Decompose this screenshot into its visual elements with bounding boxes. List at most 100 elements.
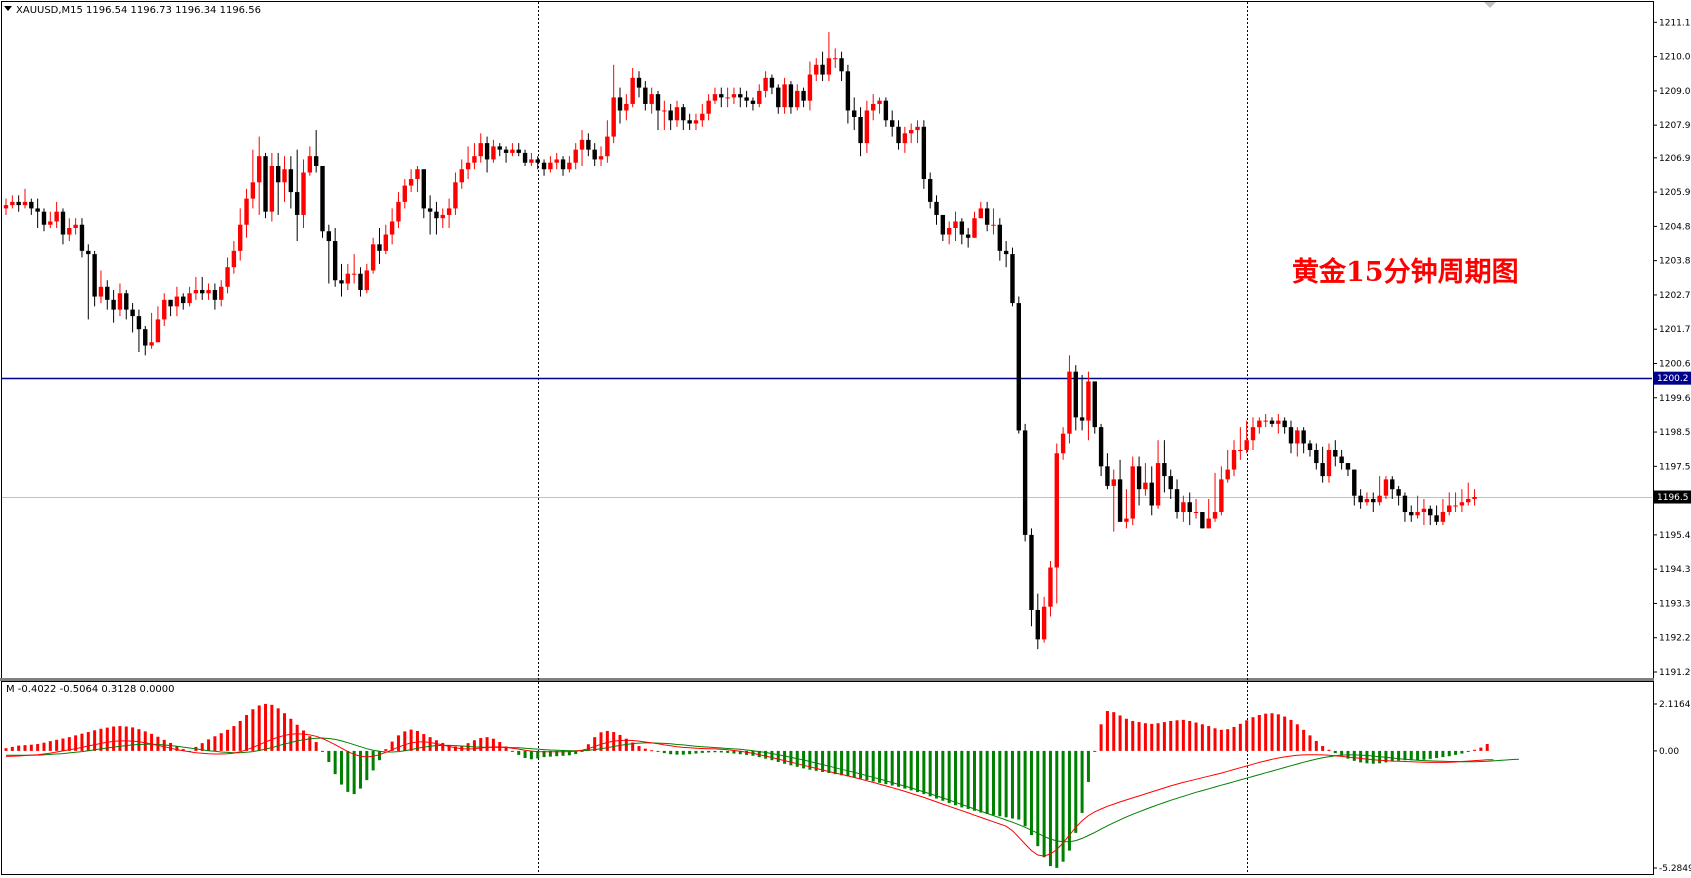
macd-hist-bar [1479, 747, 1483, 751]
y-tick-label: 1198.55 [1659, 428, 1691, 438]
macd-hist-bar [713, 750, 717, 753]
candle [1472, 489, 1477, 506]
candle-body [370, 244, 376, 271]
macd-hist-bar [536, 750, 540, 759]
candle [1174, 479, 1180, 519]
scroll-marker-icon[interactable] [1484, 2, 1496, 8]
candle [1276, 414, 1281, 434]
candle [978, 201, 984, 219]
macd-hist-bar [840, 750, 844, 776]
candle [1244, 420, 1249, 454]
candle [573, 143, 578, 170]
candle [1377, 476, 1382, 506]
candle [206, 283, 211, 300]
candle [79, 218, 85, 258]
candle-body [776, 87, 781, 108]
candle [997, 218, 1003, 261]
macd-hist-bar [1055, 750, 1059, 868]
candle [940, 214, 946, 242]
candle [155, 306, 161, 343]
macd-hist-bar [561, 750, 565, 756]
candle-body [389, 221, 395, 235]
candle-body [1402, 495, 1408, 513]
candle [972, 211, 977, 238]
macd-hist-bar [681, 750, 685, 755]
candle [1212, 472, 1218, 522]
candle [617, 87, 623, 124]
candle [1333, 440, 1338, 467]
macd-hist-bar [156, 736, 160, 751]
candle-body [757, 90, 762, 104]
candle [1187, 492, 1192, 526]
macd-hist-bar [1460, 750, 1464, 754]
macd-hist-bar [865, 750, 869, 781]
candle-body [1193, 512, 1199, 514]
candle-body [687, 120, 692, 124]
macd-hist-bar [1308, 735, 1312, 751]
candle [389, 208, 395, 245]
candle [674, 100, 680, 127]
macd-hist-bar [991, 750, 995, 816]
candle-body [1225, 469, 1230, 480]
candle [984, 201, 990, 232]
macd-hist-bar [74, 735, 78, 751]
candle [1466, 482, 1471, 506]
triangle-down-icon[interactable] [4, 6, 12, 11]
candle [1041, 596, 1047, 643]
candle-body [257, 156, 262, 183]
candle-body [1111, 479, 1116, 486]
candle-body [731, 94, 737, 98]
macd-hist-bar [10, 746, 14, 751]
macd-hist-bar [1245, 720, 1249, 751]
macd-hist-bar [567, 750, 571, 756]
candle-body [111, 299, 116, 310]
candle [700, 103, 705, 127]
candle [326, 224, 332, 284]
candle [92, 250, 97, 307]
macd-hist-bar [928, 750, 932, 797]
candle [871, 94, 876, 121]
candle [1010, 247, 1015, 307]
macd-hist-bar [390, 741, 394, 751]
macd-hist-bar [67, 737, 71, 751]
macd-hist-bar [1352, 750, 1356, 761]
candle [1421, 498, 1427, 526]
candle-body [1105, 466, 1110, 486]
candle-body [364, 270, 370, 291]
y-tick-label: 1210.05 [1659, 53, 1691, 63]
candle [1339, 450, 1344, 470]
macd-hist-bar [1365, 750, 1369, 764]
candle [902, 126, 908, 153]
macd-hist-bar [789, 750, 793, 766]
y-tick-label: 1203.80 [1659, 257, 1691, 267]
candle-body [1231, 450, 1237, 470]
candle [934, 195, 939, 225]
candle [257, 136, 262, 215]
candle [801, 87, 806, 108]
current-price-tag: 1196.5 [1653, 490, 1691, 504]
candle [1225, 450, 1230, 483]
candle [738, 87, 743, 108]
candle [908, 123, 914, 144]
candle-body [890, 120, 895, 127]
macd-hist-bar [42, 742, 46, 751]
candle-body [820, 64, 825, 75]
candle-body [940, 214, 946, 235]
candle-body [763, 77, 768, 91]
candle-body [877, 100, 882, 104]
candle-body [959, 221, 965, 235]
macd-hist-bar [1112, 712, 1116, 751]
macd-hist-bar [846, 750, 850, 777]
macd-hist-bar [80, 733, 84, 751]
macd-hist-bar [441, 742, 445, 751]
candle [706, 94, 711, 121]
macd-hist-bar [669, 750, 673, 755]
candle-body [744, 97, 749, 101]
chart-menu-button[interactable] [4, 6, 12, 11]
candle-body [1447, 505, 1452, 513]
macd-hist-bar [371, 750, 375, 771]
candle-body [275, 165, 281, 183]
candle-body [510, 149, 515, 153]
macd-hist-bar [935, 750, 939, 799]
candle [1168, 469, 1173, 499]
